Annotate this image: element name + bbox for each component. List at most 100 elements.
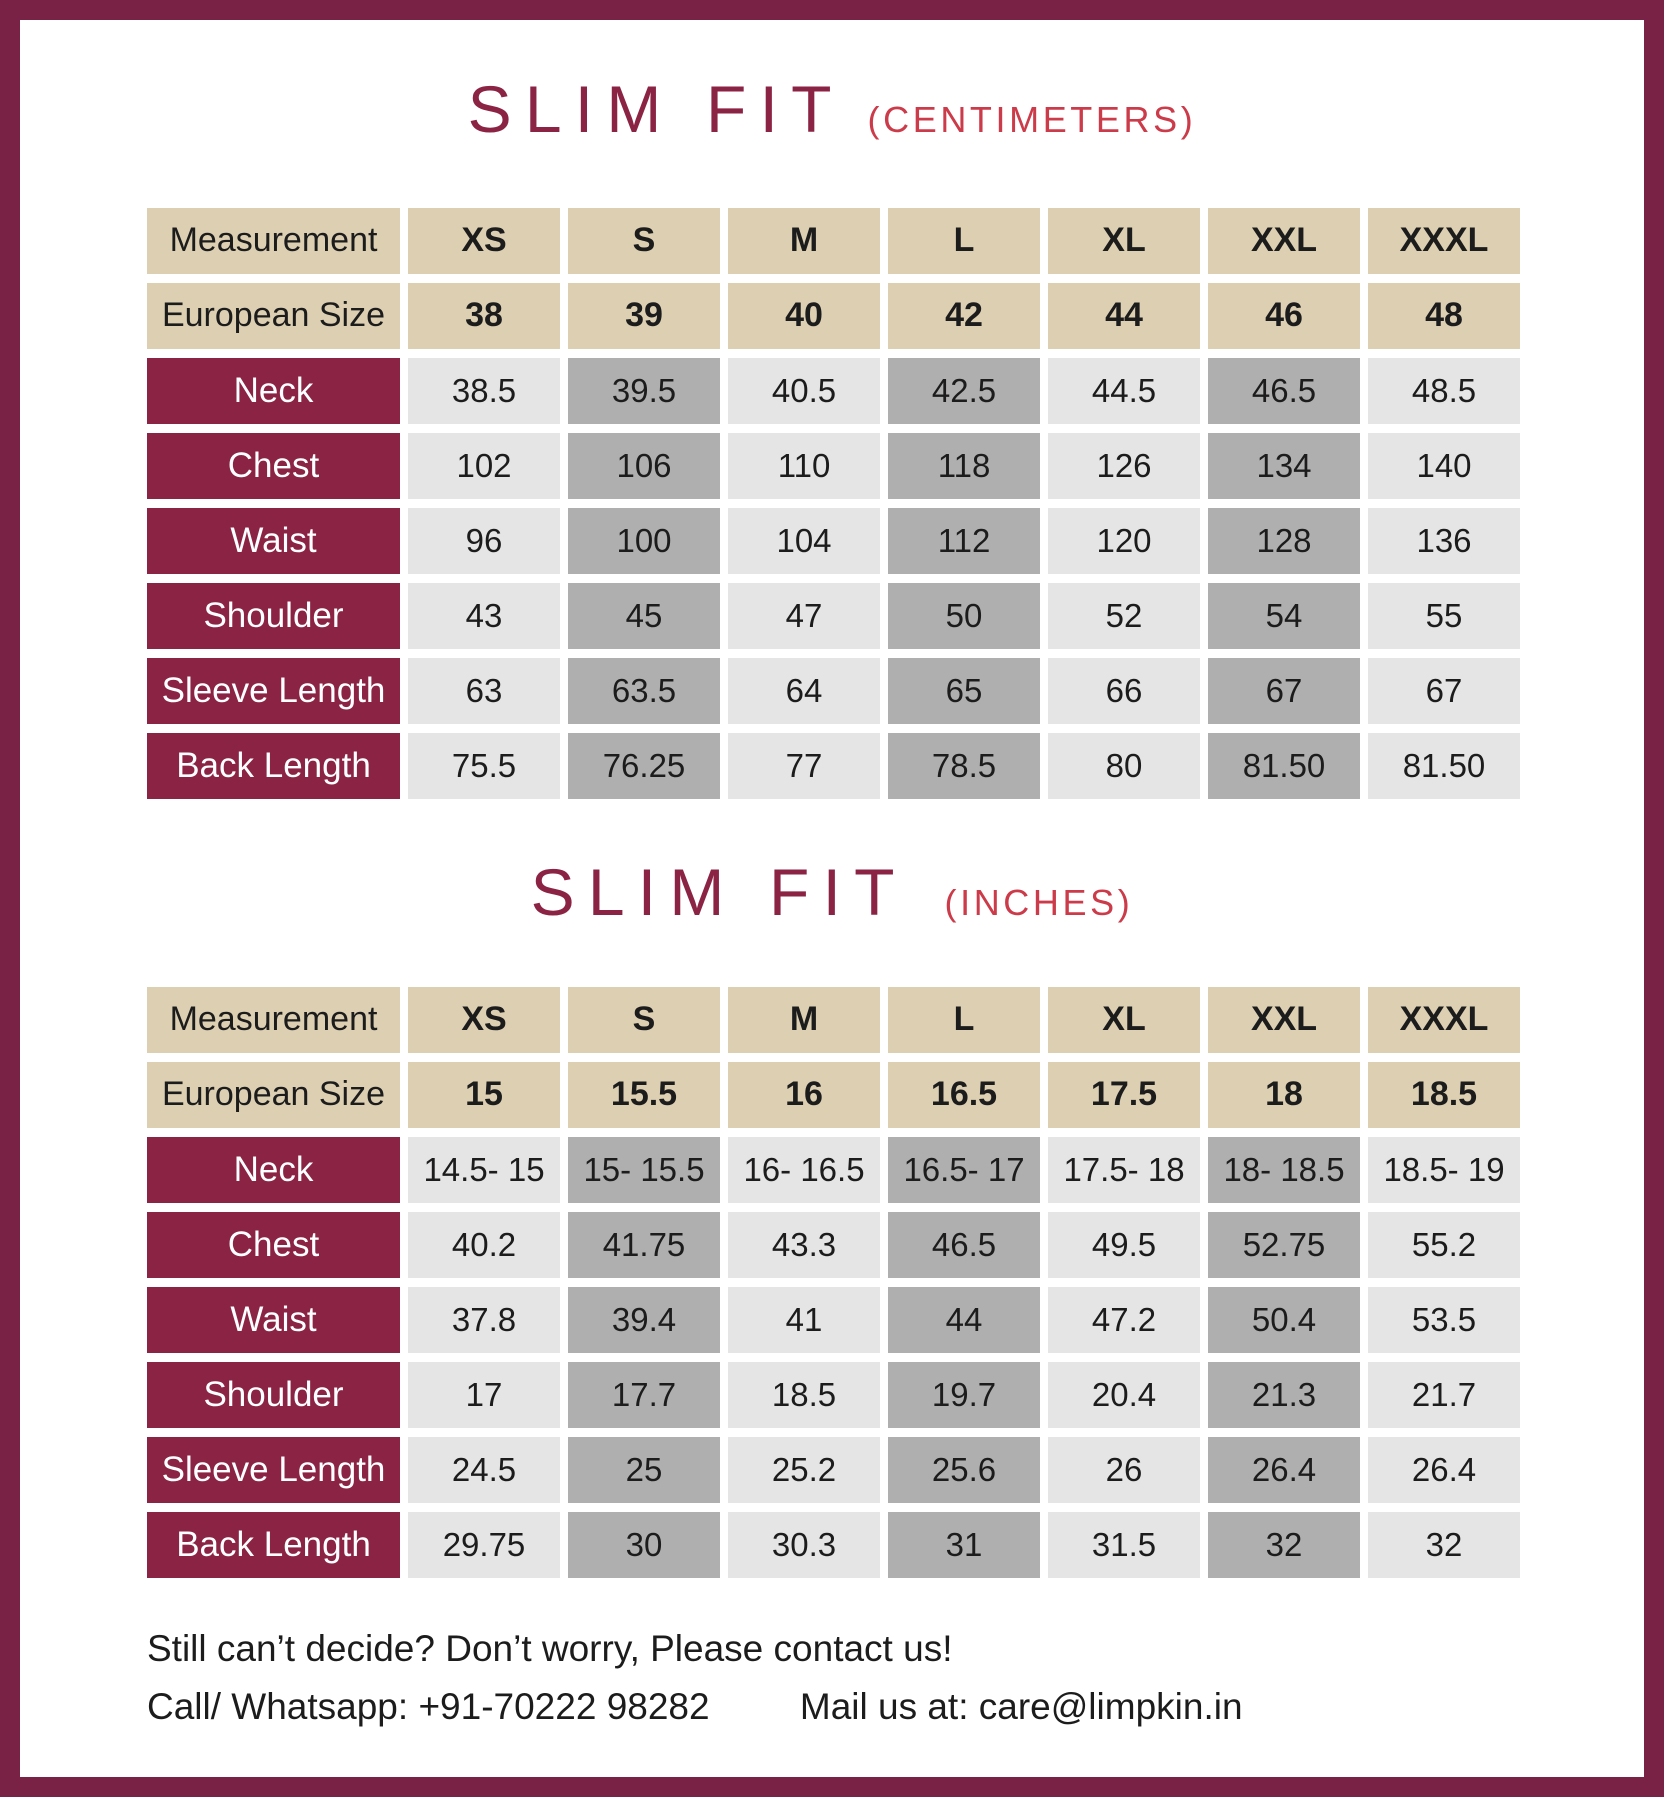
measurement-value-cell: 38.5 <box>408 357 560 424</box>
measurement-value-cell: 21.7 <box>1368 1361 1520 1428</box>
measurement-value-cell: 65 <box>888 657 1040 724</box>
measurement-value-cell: 30.3 <box>728 1511 880 1578</box>
measurement-value-cell: 26.4 <box>1368 1436 1520 1503</box>
measurement-row-label: Chest <box>147 432 400 499</box>
measurement-value-cell: 81.50 <box>1208 732 1360 799</box>
measurement-value-cell: 32 <box>1368 1511 1520 1578</box>
euro-size-value-cell: 38 <box>408 282 560 349</box>
size-header-cell: XXL <box>1208 207 1360 274</box>
inches-table: Measurement XS S M L XL XXL XXXL European Size 15… <box>147 986 1644 1578</box>
measurement-value-cell: 67 <box>1208 657 1360 724</box>
contact-prompt-text: Still can’t decide? Don’t worry, Please … <box>147 1627 953 1669</box>
measurement-value-cell: 67 <box>1368 657 1520 724</box>
measurement-value-cell: 24.5 <box>408 1436 560 1503</box>
size-header-cell: XS <box>408 986 560 1053</box>
measurement-value-cell: 40.5 <box>728 357 880 424</box>
contact-details-line: Call/ Whatsapp: +91-70222 98282 Mail us … <box>147 1686 1644 1728</box>
size-header-cell: XL <box>1048 207 1200 274</box>
euro-size-value-cell: 42 <box>888 282 1040 349</box>
measurement-value-cell: 16.5- 17 <box>888 1136 1040 1203</box>
measurement-value-cell: 16- 16.5 <box>728 1136 880 1203</box>
size-header-cell: S <box>568 207 720 274</box>
inches-section: SLIM FIT (INCHES) Measurement XS S M L XL XXL X… <box>20 855 1644 1578</box>
euro-size-value-cell: 16.5 <box>888 1061 1040 1128</box>
measurement-row-label: Chest <box>147 1211 400 1278</box>
centimeters-section: SLIM FIT (CENTIMETERS) Measurement XS S M L X… <box>20 72 1644 799</box>
measurement-value-cell: 18- 18.5 <box>1208 1136 1360 1203</box>
title-slim-fit-cm: SLIM FIT <box>467 72 845 146</box>
measurement-value-cell: 55 <box>1368 582 1520 649</box>
measurement-value-cell: 39.5 <box>568 357 720 424</box>
measurement-value-cell: 47 <box>728 582 880 649</box>
measurement-value-cell: 19.7 <box>888 1361 1040 1428</box>
measurement-value-cell: 25 <box>568 1436 720 1503</box>
size-header-cell: XL <box>1048 986 1200 1053</box>
size-header-cell: XXXL <box>1368 207 1520 274</box>
measurement-value-cell: 46.5 <box>1208 357 1360 424</box>
measurement-value-cell: 136 <box>1368 507 1520 574</box>
size-header-cell: XS <box>408 207 560 274</box>
phone-contact-text: Call/ Whatsapp: +91-70222 98282 <box>147 1685 710 1727</box>
measurement-value-cell: 140 <box>1368 432 1520 499</box>
size-header-cell: L <box>888 986 1040 1053</box>
measurement-value-cell: 18.5 <box>728 1361 880 1428</box>
measurement-value-cell: 17.5- 18 <box>1048 1136 1200 1203</box>
measurement-row-label: Neck <box>147 357 400 424</box>
email-contact-text: Mail us at: care@limpkin.in <box>799 1685 1243 1727</box>
measurement-value-cell: 46.5 <box>888 1211 1040 1278</box>
measurement-value-cell: 78.5 <box>888 732 1040 799</box>
measurement-value-cell: 100 <box>568 507 720 574</box>
title-slim-fit-inches: SLIM FIT <box>530 854 908 929</box>
measurement-value-cell: 76.25 <box>568 732 720 799</box>
measurement-row-label: Waist <box>147 507 400 574</box>
measurement-value-cell: 77 <box>728 732 880 799</box>
title-unit-centimeters: (CENTIMETERS) <box>867 99 1197 140</box>
measurement-value-cell: 118 <box>888 432 1040 499</box>
euro-size-value-cell: 18.5 <box>1368 1061 1520 1128</box>
euro-size-value-cell: 46 <box>1208 282 1360 349</box>
euro-size-value-cell: 16 <box>728 1061 880 1128</box>
measurement-value-cell: 42.5 <box>888 357 1040 424</box>
measurement-value-cell: 128 <box>1208 507 1360 574</box>
size-header-cell: M <box>728 207 880 274</box>
measurement-value-cell: 37.8 <box>408 1286 560 1353</box>
measurement-row-label: Sleeve Length <box>147 657 400 724</box>
measurement-row-label: Back Length <box>147 1511 400 1578</box>
measurement-row-label: Shoulder <box>147 582 400 649</box>
measurement-value-cell: 55.2 <box>1368 1211 1520 1278</box>
centimeters-title: SLIM FIT (CENTIMETERS) <box>20 72 1644 148</box>
measurement-value-cell: 104 <box>728 507 880 574</box>
euro-size-value-cell: 44 <box>1048 282 1200 349</box>
euro-size-value-cell: 15.5 <box>568 1061 720 1128</box>
measurement-value-cell: 41.75 <box>568 1211 720 1278</box>
measurement-value-cell: 53.5 <box>1368 1286 1520 1353</box>
measurement-value-cell: 25.6 <box>888 1436 1040 1503</box>
euro-size-value-cell: 48 <box>1368 282 1520 349</box>
euro-size-value-cell: 18 <box>1208 1061 1360 1128</box>
measurement-value-cell: 26.4 <box>1208 1436 1360 1503</box>
measurement-value-cell: 106 <box>568 432 720 499</box>
measurement-value-cell: 30 <box>568 1511 720 1578</box>
measurement-value-cell: 66 <box>1048 657 1200 724</box>
measurement-value-cell: 81.50 <box>1368 732 1520 799</box>
inches-title: SLIM FIT (INCHES) <box>20 855 1644 931</box>
measurement-value-cell: 32 <box>1208 1511 1360 1578</box>
euro-size-value-cell: 40 <box>728 282 880 349</box>
measurement-value-cell: 134 <box>1208 432 1360 499</box>
measurement-value-cell: 110 <box>728 432 880 499</box>
measurement-value-cell: 31.5 <box>1048 1511 1200 1578</box>
size-header-cell: M <box>728 986 880 1053</box>
measurement-value-cell: 40.2 <box>408 1211 560 1278</box>
measurement-value-cell: 17.7 <box>568 1361 720 1428</box>
measurement-header-cell: Measurement <box>147 207 400 274</box>
euro-size-label-cell: European Size <box>147 1061 400 1128</box>
measurement-value-cell: 64 <box>728 657 880 724</box>
euro-size-label-cell: European Size <box>147 282 400 349</box>
title-unit-inches: (INCHES) <box>944 881 1134 923</box>
contact-footer: Still can’t decide? Don’t worry, Please … <box>147 1628 1644 1728</box>
measurement-value-cell: 25.2 <box>728 1436 880 1503</box>
measurement-value-cell: 29.75 <box>408 1511 560 1578</box>
measurement-row-label: Waist <box>147 1286 400 1353</box>
euro-size-value-cell: 17.5 <box>1048 1061 1200 1128</box>
